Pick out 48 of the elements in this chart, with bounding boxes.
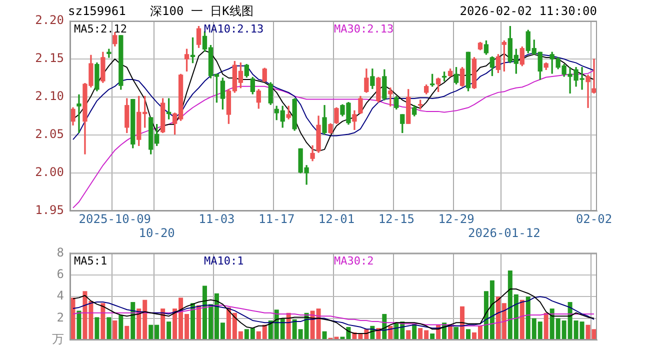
text: MA5:1: [74, 254, 108, 268]
bar: [466, 329, 470, 340]
y-tick-label: 6: [56, 267, 64, 282]
x-tick-label: 11-03: [198, 212, 235, 226]
x-tick-label: 10-20: [138, 226, 175, 240]
y-tick-label: 2.00: [35, 165, 64, 180]
x-tick-label: 2025-10-09: [78, 212, 152, 226]
bar: [196, 305, 201, 340]
x-tick-label: 2026-01-12: [468, 226, 540, 240]
text: MA5:2.12: [74, 22, 127, 36]
bar: [406, 330, 411, 340]
bar: [124, 326, 130, 340]
bar: [160, 308, 166, 340]
bar: [520, 300, 524, 340]
bar: [112, 320, 118, 340]
bar: [118, 315, 124, 340]
y-tick-label: 2.05: [35, 127, 64, 142]
text: MA10:1: [204, 254, 244, 268]
bar: [100, 303, 106, 340]
x-tick-label: 12-29: [438, 212, 474, 226]
bar: [322, 331, 327, 340]
y-tick-label: 1.95: [35, 203, 64, 218]
bar: [166, 322, 172, 340]
x-tick-label: 12-15: [378, 212, 414, 226]
chart-title: 深100 一 日K线图: [150, 4, 254, 18]
bar: [106, 317, 112, 340]
y-tick-label: 4: [56, 288, 64, 303]
chart-subtitle: sz159961: [68, 4, 126, 18]
y-tick-label: 2.20: [35, 13, 64, 28]
y-tick-label: 2.10: [35, 89, 64, 104]
x-tick-label: 12-01: [318, 212, 355, 226]
bar: [454, 326, 459, 340]
text: MA10:2.13: [204, 22, 264, 36]
y-tick-label: 8: [56, 245, 64, 260]
y-tick-label: 2.15: [35, 51, 64, 66]
bar: [76, 310, 82, 340]
bar: [94, 317, 100, 340]
y-tick-label: 万: [52, 332, 64, 346]
bar: [430, 333, 435, 340]
x-tick-label: 02-02: [576, 212, 612, 226]
bar: [544, 312, 548, 340]
bar: [460, 306, 464, 340]
text: MA30:2.13: [334, 22, 394, 36]
text: 2026-02-02 11:30:00: [460, 4, 597, 18]
y-tick-label: 2: [56, 310, 64, 324]
text: MA30:2: [334, 254, 374, 268]
x-tick-label: 11-17: [258, 212, 295, 226]
bar: [130, 302, 136, 340]
